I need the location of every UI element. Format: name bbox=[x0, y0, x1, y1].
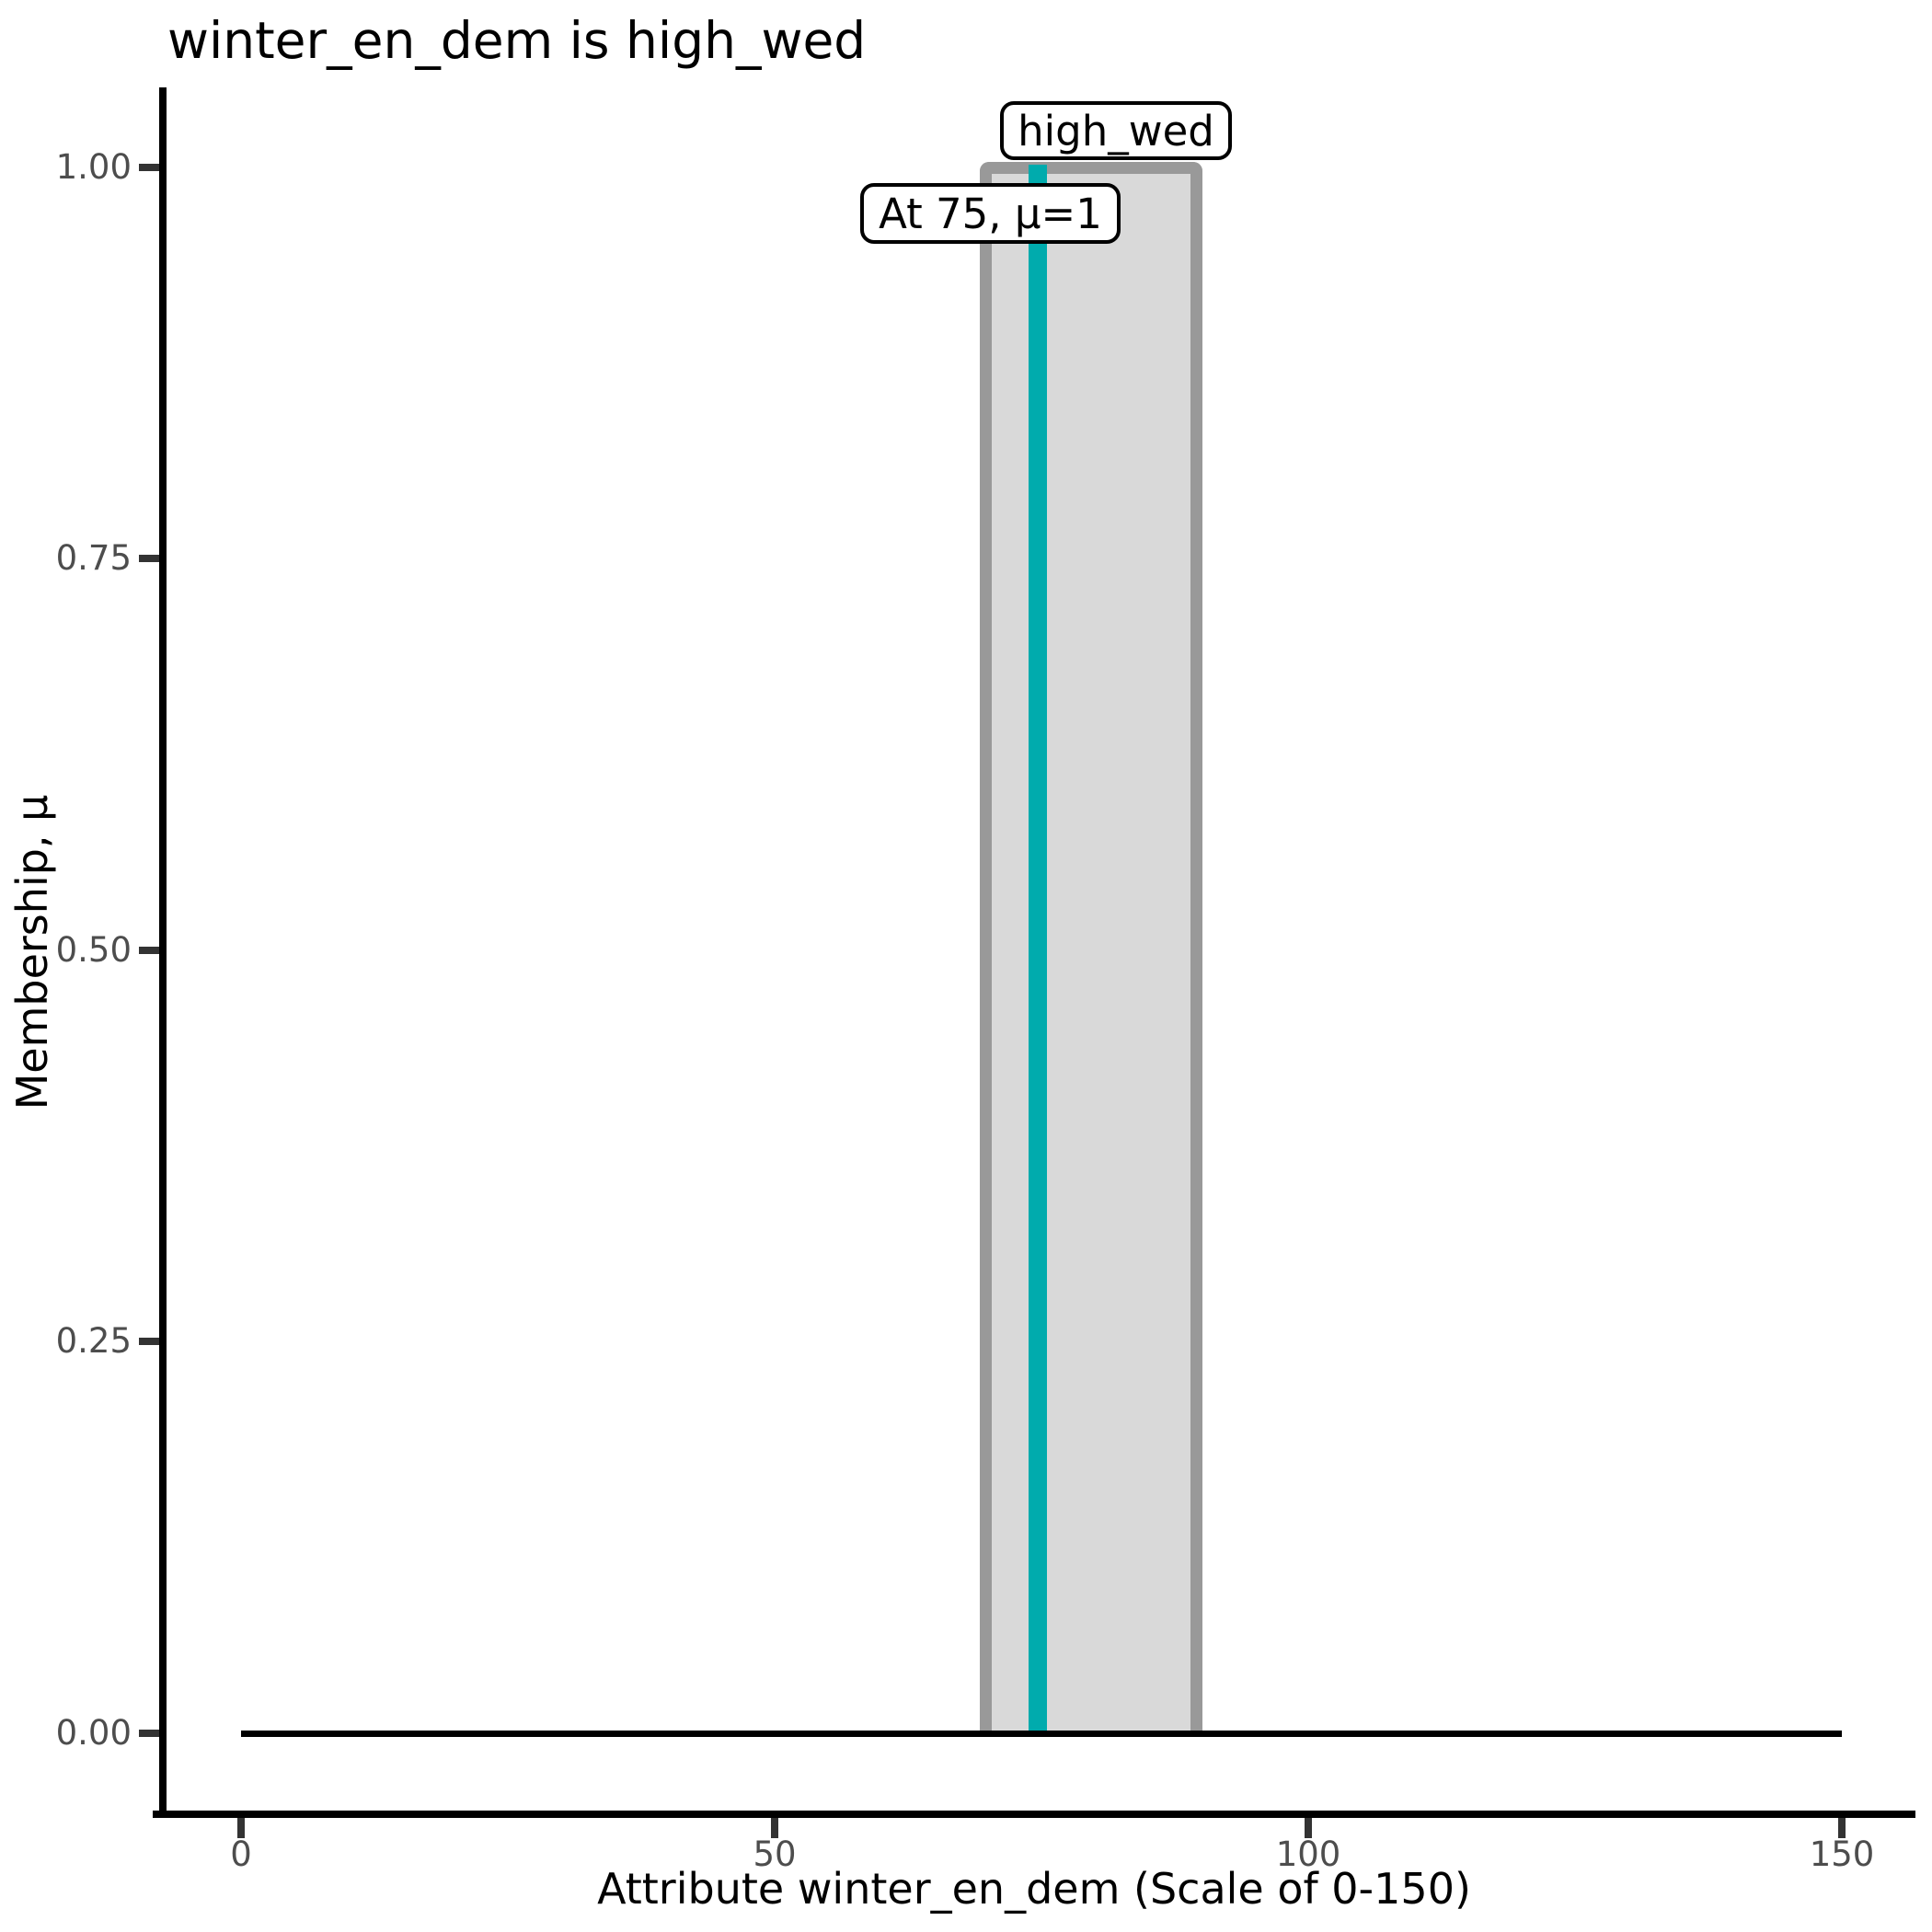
x-axis-title: Attribute winter_en_dem (Scale of 0-150) bbox=[597, 1864, 1471, 1914]
y-tick-label: 0.00 bbox=[55, 1713, 132, 1753]
y-tick-label: 0.25 bbox=[55, 1321, 132, 1361]
annotation-query-result: At 75, μ=1 bbox=[860, 183, 1121, 244]
query-value-line bbox=[1029, 165, 1047, 1733]
y-tick-label: 0.75 bbox=[55, 538, 132, 578]
annotation-set-name-text: high_wed bbox=[1018, 106, 1214, 155]
x-tick-label: 0 bbox=[230, 1834, 252, 1874]
x-tick-label: 100 bbox=[1275, 1834, 1341, 1874]
y-axis-line bbox=[159, 87, 167, 1817]
x-tick-100 bbox=[1305, 1818, 1312, 1838]
baseline-mu0-line bbox=[241, 1731, 1842, 1737]
y-tick-1.00 bbox=[139, 164, 159, 171]
y-tick-0.00 bbox=[139, 1730, 159, 1737]
annotation-query-result-text: At 75, μ=1 bbox=[879, 189, 1102, 238]
membership-function-bar bbox=[980, 162, 1202, 1733]
annotation-set-name: high_wed bbox=[1000, 101, 1232, 160]
x-axis-line bbox=[153, 1811, 1915, 1818]
x-tick-0 bbox=[237, 1818, 245, 1838]
y-tick-label: 1.00 bbox=[55, 147, 132, 187]
y-tick-0.75 bbox=[139, 555, 159, 562]
chart-title: winter_en_dem is high_wed bbox=[167, 11, 867, 70]
x-tick-50 bbox=[771, 1818, 778, 1838]
y-tick-0.50 bbox=[139, 947, 159, 954]
x-tick-150 bbox=[1838, 1818, 1846, 1838]
y-tick-0.25 bbox=[139, 1338, 159, 1345]
y-axis-title: Membership, μ bbox=[7, 794, 57, 1110]
x-tick-label: 50 bbox=[753, 1834, 797, 1874]
y-tick-label: 0.50 bbox=[55, 930, 132, 970]
x-tick-label: 150 bbox=[1809, 1834, 1875, 1874]
